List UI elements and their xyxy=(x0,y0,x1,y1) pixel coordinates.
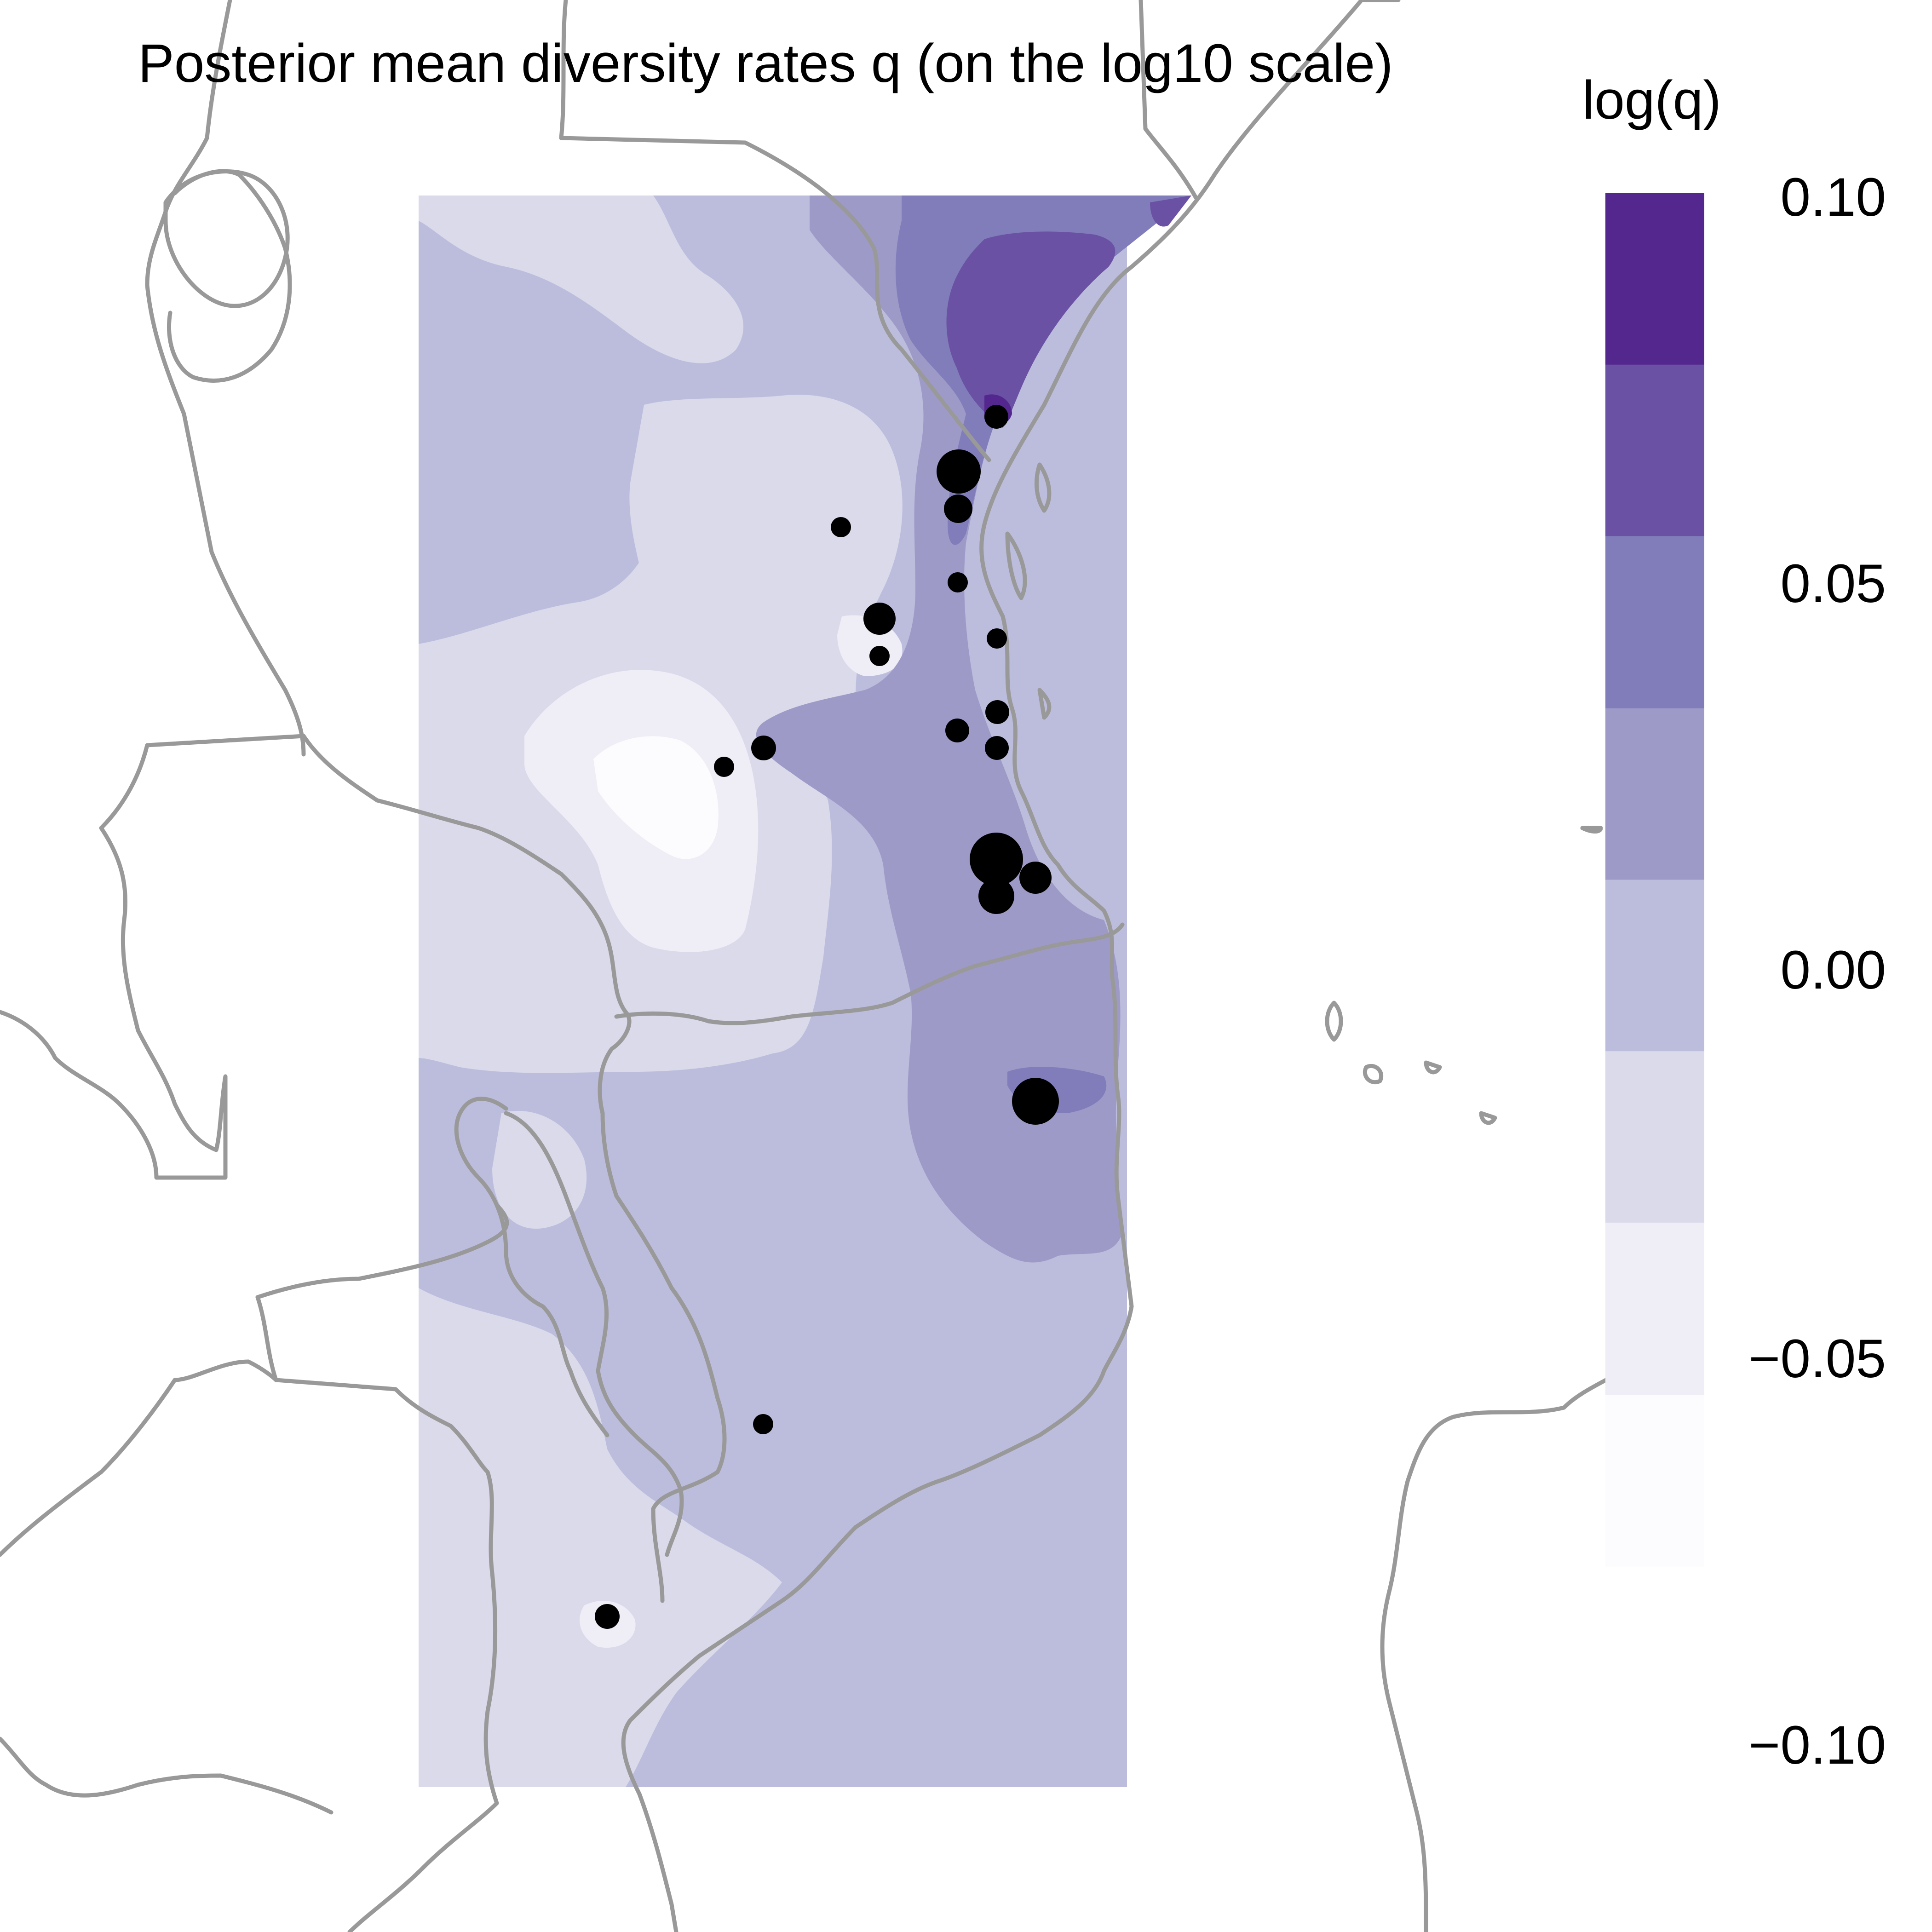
sample-point xyxy=(985,700,1009,724)
border-zambia-drc xyxy=(0,1010,159,1180)
legend-tick-label: −0.10 xyxy=(1748,1715,1886,1776)
legend-tick-label: 0.10 xyxy=(1780,167,1886,228)
sample-point xyxy=(970,833,1023,886)
island-mafia xyxy=(1037,688,1052,720)
raster-lightest-region-inner xyxy=(593,736,719,859)
coastline-madagascar xyxy=(1380,1359,1640,1932)
sample-point xyxy=(1012,1078,1059,1125)
legend-color-bin-1 xyxy=(1605,364,1704,536)
coastline-east-africa xyxy=(621,0,1364,1932)
diversity-raster xyxy=(419,196,1191,1787)
legend-color-bin-5 xyxy=(1605,1051,1704,1223)
island-zanzibar xyxy=(1005,531,1027,600)
island-comoros-3 xyxy=(1424,1060,1442,1075)
legend-color-bin-0 xyxy=(1605,193,1704,365)
border-botswana xyxy=(0,1359,278,1557)
border-malawi-west xyxy=(454,1097,610,1438)
sample-point xyxy=(987,628,1007,649)
island-comoros-2 xyxy=(1363,1064,1384,1085)
sample-point xyxy=(595,1604,620,1629)
island-comoros-4 xyxy=(1479,1111,1497,1125)
border-zambia-zimbabwe xyxy=(255,1203,509,1300)
raster-band-0-07 xyxy=(946,231,1116,428)
sample-point xyxy=(937,449,981,494)
island-comoros-1 xyxy=(1325,1000,1343,1042)
legend-colorbar xyxy=(1605,193,1704,1567)
legend-color-bin-2 xyxy=(1605,536,1704,709)
legend-color-bin-6 xyxy=(1605,1222,1704,1395)
sample-point xyxy=(945,719,969,742)
country-borders xyxy=(0,0,1640,1932)
legend-tick-label: −0.05 xyxy=(1748,1328,1886,1389)
border-kenya-somalia xyxy=(1138,0,1198,200)
border-uganda-kenya xyxy=(145,0,306,757)
raster-light-region-southwest xyxy=(492,1110,587,1229)
border-zambia-malawi xyxy=(99,734,306,1180)
legend-tick-label: 0.05 xyxy=(1780,553,1886,614)
island-seychelles xyxy=(1580,826,1603,834)
map-title: Posterior mean diversity rates q (on the… xyxy=(138,33,1393,94)
border-malawi-east xyxy=(504,1111,684,1557)
sample-point xyxy=(831,517,851,537)
sample-point xyxy=(714,757,734,777)
island-pemba xyxy=(1035,462,1052,513)
sample-point xyxy=(863,603,896,635)
sample-point xyxy=(978,878,1014,914)
sample-point xyxy=(944,494,972,523)
raster-light-region-north xyxy=(419,196,744,363)
sample-point xyxy=(751,736,776,760)
raster-band-0-02 xyxy=(756,196,1191,1263)
sampling-points xyxy=(595,405,1059,1629)
border-mozambique-tanzania xyxy=(614,922,1125,1025)
sample-point xyxy=(753,1414,773,1434)
lake-victoria-outline xyxy=(163,169,290,308)
sample-point xyxy=(869,646,890,666)
legend-color-bin-3 xyxy=(1605,708,1704,880)
border-kenya-ethiopia xyxy=(559,0,991,462)
sample-point xyxy=(985,736,1009,760)
legend-tick-label: 0.00 xyxy=(1780,940,1886,1000)
border-southern-africa xyxy=(0,1736,334,1815)
border-tanzania-west xyxy=(301,734,727,1603)
legend-color-bin-4 xyxy=(1605,880,1704,1052)
legend-title: log(q) xyxy=(1582,70,1721,131)
sample-point xyxy=(984,405,1008,429)
legend-color-bin-7 xyxy=(1605,1395,1704,1567)
border-zimbabwe-mozambique xyxy=(255,1295,499,1932)
raster-band-0-07-top xyxy=(1150,196,1191,227)
sample-point xyxy=(948,572,968,592)
sample-point xyxy=(1019,862,1052,894)
